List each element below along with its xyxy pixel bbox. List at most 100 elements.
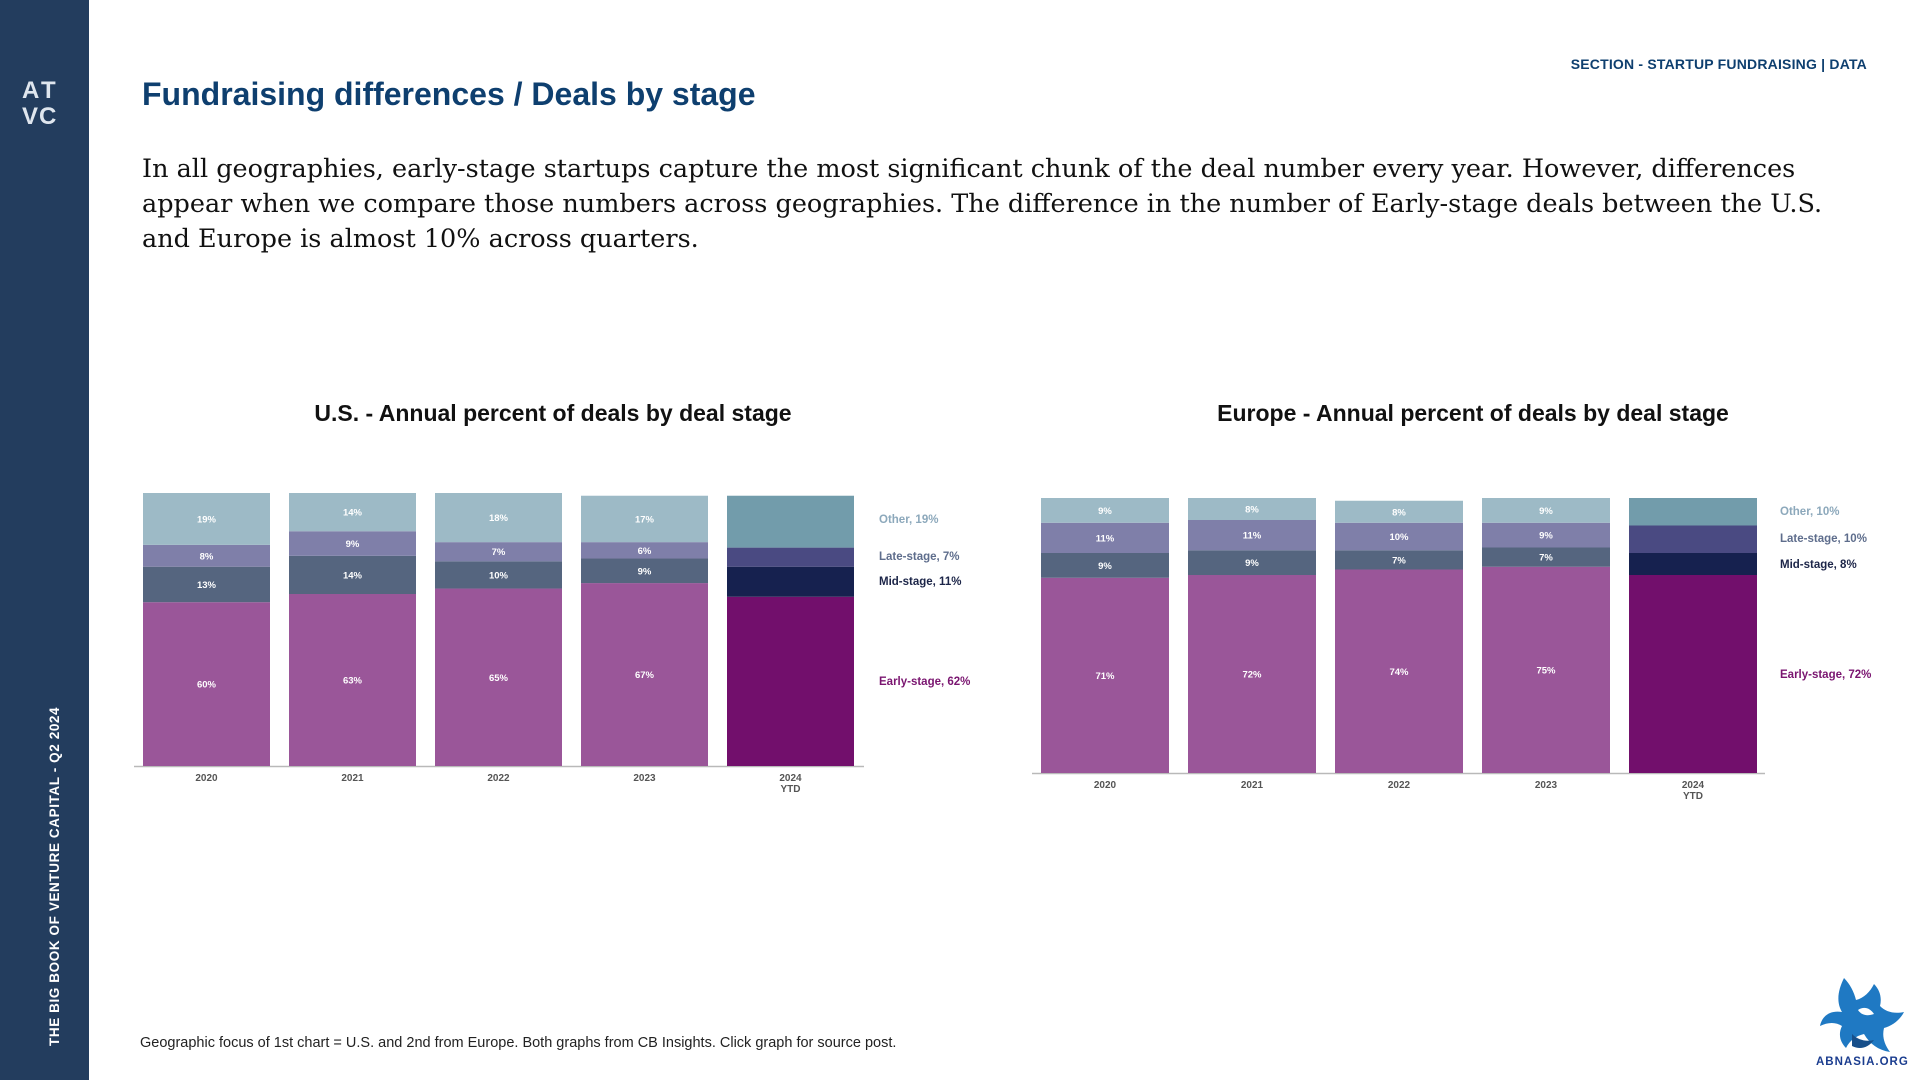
eu-data-label-early-1: 72% [1242, 670, 1262, 681]
eu-bar-late-0[interactable] [1041, 522, 1169, 553]
svg-text:V: V [22, 103, 38, 130]
atvc-logo[interactable]: A T V C [20, 74, 64, 130]
eu-bar-mid-0[interactable] [1041, 553, 1169, 578]
us-bar-late-3[interactable] [581, 542, 708, 559]
us-bar-early-1[interactable] [289, 594, 416, 766]
us-bar-mid-1[interactable] [289, 555, 416, 595]
us-bar-early-2[interactable] [435, 588, 562, 766]
eu-x-tick-label-4: YTD [1683, 791, 1703, 802]
us-data-label-other-3: 17% [635, 514, 655, 525]
eu-bar-other-3[interactable] [1482, 498, 1610, 523]
eu-bar-early-3[interactable] [1482, 566, 1610, 773]
eu-bar-other-0[interactable] [1041, 498, 1169, 523]
us-bar-early-3[interactable] [581, 583, 708, 766]
eu-data-label-mid-0: 9% [1098, 561, 1112, 572]
section-tag: SECTION - STARTUP FUNDRAISING | DATA [1570, 56, 1867, 72]
us-x-tick-label-3: 2023 [633, 773, 656, 784]
eu-bar-late-2[interactable] [1335, 522, 1463, 551]
us-data-label-late-2: 7% [492, 547, 506, 558]
eu-bar-mid-4[interactable] [1629, 553, 1757, 575]
sidebar: A T V C THE BIG BOOK OF VENTURE CAPITAL … [0, 0, 89, 1080]
page-title: Fundraising differences / Deals by stage [142, 76, 756, 112]
us-bar-mid-2[interactable] [435, 561, 562, 589]
us-bar-late-2[interactable] [435, 542, 562, 562]
us-bar-early-4[interactable] [727, 596, 854, 766]
us-chart-title: U.S. - Annual percent of deals by deal s… [314, 400, 792, 426]
us-data-label-other-0: 19% [197, 514, 217, 525]
eu-data-label-late-0: 11% [1096, 533, 1115, 544]
us-x-tick-label-0: 2020 [195, 773, 218, 784]
eu-bar-other-4[interactable] [1629, 498, 1757, 526]
watermark-text: ABNASIA.ORG [1816, 1056, 1909, 1068]
eu-data-label-early-3: 75% [1536, 665, 1556, 676]
eu-x-tick-label-0: 2020 [1094, 780, 1117, 791]
us-data-label-early-3: 67% [635, 670, 655, 681]
footnote: Geographic focus of 1st chart = U.S. and… [140, 1035, 897, 1051]
us-x-tick-label-1: 2021 [341, 773, 364, 784]
us-x-tick-label-4: YTD [781, 784, 801, 795]
eu-data-label-late-2: 10% [1389, 532, 1409, 543]
eu-bar-other-2[interactable] [1335, 500, 1463, 523]
us-x-tick-label-4: 2024 [779, 773, 802, 784]
us-bar-other-2[interactable] [435, 493, 562, 543]
us-data-label-early-2: 65% [489, 673, 509, 684]
eu-x-tick-label-3: 2023 [1535, 780, 1558, 791]
svg-text:T: T [41, 77, 56, 104]
us-bar-late-4[interactable] [727, 547, 854, 567]
eu-x-tick-label-4: 2024 [1682, 780, 1705, 791]
us-bar-late-0[interactable] [143, 544, 270, 567]
us-data-label-mid-2: 10% [489, 570, 509, 581]
us-legend-item-0: Other, 19% [879, 514, 938, 526]
us-bar-mid-4[interactable] [727, 566, 854, 597]
us-data-label-early-1: 63% [343, 676, 363, 687]
us-data-label-mid-1: 14% [343, 570, 363, 581]
us-data-label-other-2: 18% [489, 513, 509, 524]
us-bar-mid-0[interactable] [143, 566, 270, 603]
eu-legend-item-1: Late-stage, 10% [1780, 533, 1867, 545]
us-bar-other-0[interactable] [143, 493, 270, 545]
eu-bar-late-3[interactable] [1482, 522, 1610, 548]
eu-bar-mid-2[interactable] [1335, 550, 1463, 570]
eu-bar-mid-1[interactable] [1188, 550, 1316, 575]
eu-bar-early-4[interactable] [1629, 575, 1757, 773]
eu-legend-item-0: Other, 10% [1780, 506, 1839, 518]
us-data-label-late-0: 8% [200, 551, 214, 562]
eu-bar-early-0[interactable] [1041, 577, 1169, 773]
eu-bar-other-1[interactable] [1188, 498, 1316, 520]
us-data-label-mid-3: 9% [638, 566, 652, 577]
us-bar-mid-3[interactable] [581, 558, 708, 584]
us-bar-late-1[interactable] [289, 531, 416, 556]
us-bar-other-4[interactable] [727, 495, 854, 548]
eu-bar-late-1[interactable] [1188, 520, 1316, 551]
eu-bar-early-1[interactable] [1188, 575, 1316, 773]
eu-bar-late-4[interactable] [1629, 525, 1757, 554]
eu-bar-mid-3[interactable] [1482, 547, 1610, 567]
us-data-label-late-3: 6% [638, 546, 652, 557]
us-x-tick-label-2: 2022 [487, 773, 510, 784]
eu-data-label-other-1: 8% [1245, 505, 1259, 516]
us-bar-other-1[interactable] [289, 493, 416, 532]
eu-data-label-early-0: 71% [1095, 671, 1115, 682]
us-data-label-early-0: 60% [197, 680, 217, 691]
svg-text:C: C [39, 103, 56, 130]
eu-x-tick-label-1: 2021 [1241, 780, 1264, 791]
eu-data-label-mid-1: 9% [1245, 558, 1259, 569]
eu-bar-early-2[interactable] [1335, 569, 1463, 774]
eu-data-label-late-3: 9% [1539, 531, 1553, 542]
eu-x-tick-label-2: 2022 [1388, 780, 1411, 791]
intro-paragraph: In all geographies, early-stage startups… [142, 154, 1823, 254]
us-data-label-other-1: 14% [343, 508, 363, 519]
eu-data-label-late-1: 11% [1243, 531, 1262, 542]
eu-data-label-other-0: 9% [1098, 506, 1112, 517]
us-data-label-mid-0: 13% [197, 580, 217, 591]
us-bar-early-0[interactable] [143, 602, 270, 766]
eu-legend-item-3: Early-stage, 72% [1780, 669, 1871, 681]
europe-chart-title: Europe - Annual percent of deals by deal… [1217, 400, 1729, 426]
eu-data-label-other-3: 9% [1539, 506, 1553, 517]
us-data-label-late-1: 9% [346, 539, 360, 550]
eu-data-label-mid-2: 7% [1392, 555, 1406, 566]
us-bar-other-3[interactable] [581, 495, 708, 543]
eu-data-label-mid-3: 7% [1539, 553, 1553, 564]
